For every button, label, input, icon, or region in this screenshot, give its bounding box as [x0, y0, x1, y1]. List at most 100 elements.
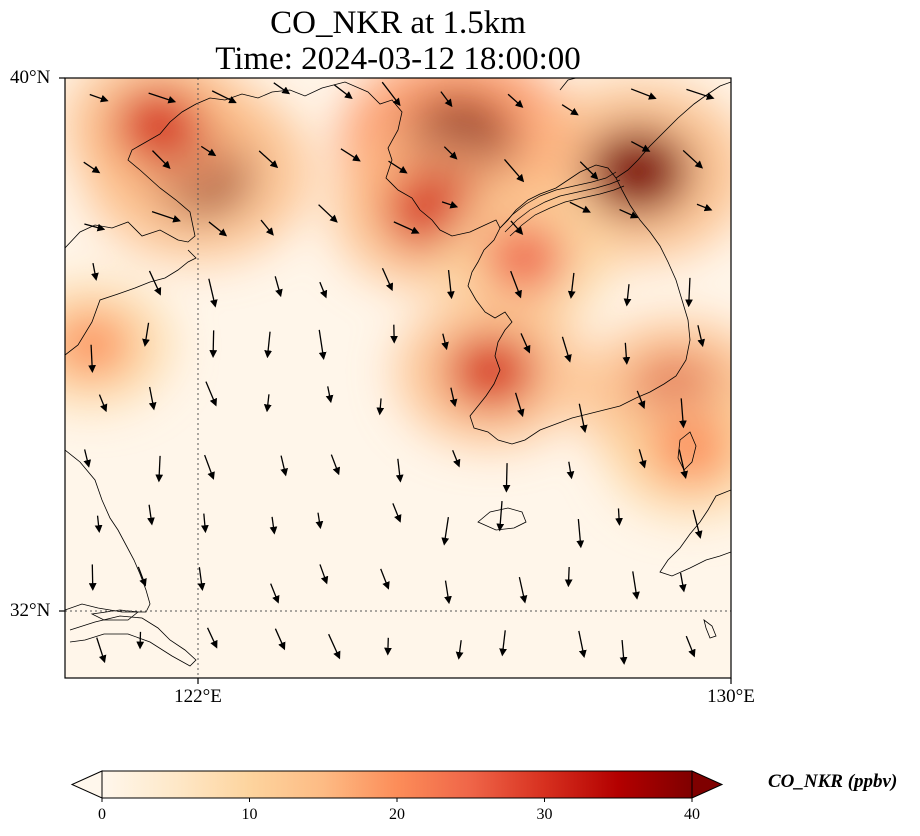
- wind-arrow: [83, 449, 92, 468]
- wind-arrow: [88, 344, 96, 373]
- wind-arrow: [685, 635, 696, 658]
- wind-arrow: [678, 449, 689, 479]
- wind-arrow: [455, 640, 464, 660]
- wind-arrow: [98, 394, 108, 413]
- colorbar-min-extension: [70, 770, 103, 799]
- co-hotspot-core: [652, 419, 730, 483]
- gridlines: [65, 78, 731, 678]
- wind-arrow: [452, 449, 461, 468]
- wind-arrow: [623, 284, 632, 307]
- coastline-korea-east: [615, 81, 731, 179]
- wind-arrow: [441, 516, 450, 546]
- wind-arrow: [578, 403, 588, 433]
- wind-arrow: [569, 201, 591, 213]
- wind-arrow: [200, 145, 217, 157]
- wind-arrow: [561, 336, 572, 363]
- wind-arrow: [499, 630, 507, 657]
- wind-arrow: [510, 270, 522, 299]
- wind-arrow: [319, 281, 328, 299]
- wind-arrow: [619, 208, 639, 219]
- wind-arrow: [148, 386, 157, 411]
- wind-arrow: [692, 509, 703, 539]
- wind-arrow: [697, 325, 706, 348]
- wind-arrow: [682, 149, 704, 169]
- wind-arrow: [388, 160, 408, 174]
- colorbar-tick-0: 0: [98, 806, 106, 823]
- wind-arrow: [561, 104, 579, 116]
- wind-arrow: [502, 463, 511, 493]
- coastline-kyushu: [659, 489, 731, 577]
- wind-arrow: [152, 150, 171, 169]
- wind-arrow: [510, 220, 524, 235]
- wind-arrow: [269, 516, 278, 535]
- wind-arrow: [315, 512, 324, 530]
- wind-arrow: [632, 571, 640, 600]
- co-concentration-field: [65, 78, 731, 519]
- wind-arrow: [440, 91, 453, 108]
- coastline-jiangsu: [65, 449, 151, 613]
- wind-arrow: [204, 454, 215, 480]
- wind-arrow: [446, 269, 455, 300]
- wind-arrow: [507, 93, 524, 108]
- wind-arrow: [155, 455, 164, 483]
- colorbar-gradient: [102, 771, 692, 798]
- wind-arrow: [142, 322, 150, 347]
- wind-arrow: [318, 204, 338, 223]
- wind-arrow: [696, 203, 713, 212]
- colorbar-max-extension: [691, 770, 724, 799]
- wind-vectors: [83, 81, 715, 665]
- wind-arrow: [206, 627, 218, 649]
- wind-arrow: [325, 386, 334, 404]
- co-hotspot-core: [484, 224, 565, 292]
- wind-arrow: [318, 329, 327, 360]
- wind-arrow: [205, 381, 217, 407]
- wind-arrow: [274, 276, 283, 298]
- wind-arrow: [83, 161, 101, 174]
- colorbar-tick-30: 30: [536, 806, 553, 823]
- wind-arrow: [636, 390, 646, 410]
- colorbar-tick-40: 40: [684, 806, 700, 823]
- wind-arrow: [137, 566, 147, 587]
- wind-arrow: [518, 576, 528, 604]
- wind-arrow: [273, 82, 291, 95]
- wind-arrow: [376, 398, 385, 416]
- wind-arrow: [328, 633, 341, 660]
- colorbar: [70, 770, 724, 802]
- wind-arrow: [520, 333, 531, 354]
- wind-arrow: [622, 342, 631, 365]
- wind-arrow: [274, 628, 286, 651]
- wind-arrow: [579, 161, 599, 180]
- wind-arrow: [514, 392, 525, 418]
- wind-arrow: [564, 567, 573, 588]
- wind-arrow: [392, 503, 402, 523]
- wind-arrow: [679, 398, 687, 429]
- wind-arrow: [685, 277, 693, 308]
- wind-arrow: [503, 158, 525, 183]
- wind-arrow: [148, 270, 162, 296]
- axis-ticks: [59, 77, 732, 684]
- wind-arrow: [566, 461, 575, 480]
- lat-label-32n: 32°N: [10, 600, 51, 621]
- wind-arrow: [264, 331, 272, 359]
- wind-arrow: [151, 210, 181, 223]
- co-hotspot-core: [65, 314, 129, 375]
- wind-arrow: [96, 637, 107, 664]
- wind-arrow: [630, 88, 657, 100]
- wind-arrow: [381, 268, 394, 292]
- coastline-tsushima: [677, 431, 697, 471]
- wind-arrow: [441, 333, 449, 351]
- wind-arrow: [443, 146, 458, 160]
- coastline-yangtze-estuary: [69, 615, 197, 667]
- wind-arrow: [567, 272, 576, 299]
- lat-label-40n: 40°N: [10, 67, 51, 88]
- coastline-korea-northeast: [559, 78, 577, 91]
- wind-arrow: [84, 223, 106, 232]
- lon-label-130e: 130°E: [707, 686, 755, 707]
- co-hotspot-core: [114, 88, 203, 161]
- wind-arrow: [211, 90, 237, 104]
- wind-arrow: [638, 449, 647, 469]
- wind-arrow: [381, 81, 401, 107]
- chart-subtitle-time: Time: 2024-03-12 18:00:00: [215, 41, 581, 77]
- wind-arrow: [209, 330, 218, 358]
- wind-arrow: [615, 508, 623, 526]
